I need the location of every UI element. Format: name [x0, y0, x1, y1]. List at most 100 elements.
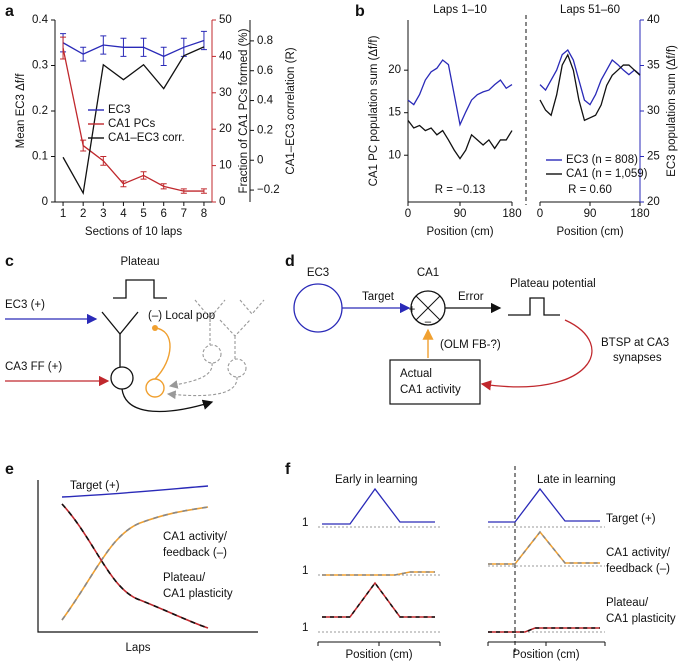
error-bar	[200, 30, 207, 51]
x-tick-label: 3	[100, 208, 106, 220]
x-tick-label: 90	[584, 208, 597, 220]
legend-label: CA1 PCs	[108, 118, 156, 130]
y2-tick-label: 20	[647, 196, 660, 208]
error-bar	[140, 37, 147, 57]
series-line	[539, 49, 641, 106]
target-late	[488, 487, 600, 523]
error-bar	[200, 188, 207, 194]
interneuron-axon	[154, 327, 171, 380]
plasticity-label: Plateau/	[606, 597, 649, 609]
y3-tick-label: −0.2	[257, 184, 280, 196]
plateau-pulse	[508, 297, 560, 316]
error-bar	[80, 46, 87, 62]
feedback-curve	[61, 506, 209, 621]
y-axis-label: Mean EC3 Δf/f	[15, 73, 27, 149]
x-tick-label: 7	[181, 208, 187, 220]
y3-tick-label: 0.6	[257, 65, 273, 77]
annotation: R = 0.60	[568, 184, 612, 196]
y-tick-label: 0.4	[32, 14, 49, 26]
baselines	[318, 526, 605, 633]
early-title: Early in learning	[335, 474, 417, 486]
panel-label: e	[5, 461, 14, 478]
series-line	[62, 46, 205, 196]
y3-tick-label: 0.8	[257, 35, 273, 47]
feedback-late-dash	[488, 530, 600, 565]
plasticity-early-dash	[322, 581, 435, 618]
x-axes	[317, 641, 606, 646]
plasticity-late-dash	[488, 627, 600, 633]
error-bar	[140, 171, 147, 180]
y2-tick-label: 20	[219, 123, 232, 135]
y2-axis-label: Fraction of CA1 PCs formed (%)	[238, 28, 250, 193]
actual-label: Actual	[400, 368, 432, 380]
comparator-cross	[415, 295, 441, 321]
series-line	[62, 47, 204, 192]
x-tick-label: 5	[140, 208, 146, 220]
panel-label: a	[5, 3, 14, 20]
feedback-label: feedback (–)	[163, 547, 227, 559]
ca1-axon	[121, 388, 214, 413]
y3-axis-label: CA1–EC3 correlation (R)	[285, 47, 297, 174]
panel-e: e Target (+) CA1 activity/ feedback (–) …	[5, 461, 258, 654]
y2-tick-label: 30	[219, 87, 232, 99]
plasticity-label: CA1 plasticity	[606, 613, 676, 625]
ec3-label: EC3	[307, 267, 329, 279]
ca1-label: CA1	[417, 267, 439, 279]
target-label: Target	[362, 291, 395, 303]
actual-activity-box	[389, 359, 481, 405]
x-tick-label: 2	[80, 208, 86, 220]
feedback-early-dash	[322, 571, 435, 576]
panel-label: b	[355, 3, 365, 20]
error-bar	[180, 188, 187, 194]
target-label: Target (+)	[70, 480, 120, 492]
y-axis-label: CA1 PC population sum (Δf/f)	[368, 35, 380, 186]
legend-label: CA1 (n = 1,059)	[566, 168, 648, 180]
y3-tick-label: 0.2	[257, 124, 273, 136]
error-bar	[120, 180, 127, 188]
plus-sign: +	[409, 304, 416, 316]
ca3-input-label: CA3 FF (+)	[5, 361, 62, 373]
y-tick-label: 0.1	[32, 151, 48, 163]
feedback-label: feedback (–)	[606, 563, 670, 575]
error-label: Error	[458, 291, 484, 303]
plasticity-early	[322, 581, 435, 618]
x-axis-label: Sections of 10 laps	[85, 226, 182, 238]
x-axis-label: Position (cm)	[556, 226, 623, 238]
y2-axis-label: EC3 population sum (Δf/f)	[666, 45, 678, 177]
error-bar	[100, 35, 107, 55]
error-bar	[160, 183, 167, 190]
dendrite	[101, 311, 139, 336]
plasticity-label: CA1 plasticity	[163, 588, 233, 600]
axes	[37, 480, 258, 633]
y-tick-label: 15	[388, 107, 401, 119]
x-tick-label: 0	[537, 208, 543, 220]
x-axis-label: Laps	[126, 642, 151, 654]
x-tick-label: 8	[201, 208, 207, 220]
error-bar	[100, 156, 107, 166]
legend-label: EC3 (n = 808)	[566, 154, 638, 166]
ca1-soma	[110, 366, 134, 390]
panel-c: c Plateau EC3 (+) (–) Local pop CA3 FF (…	[5, 253, 265, 413]
y-tick-label: 10	[388, 149, 401, 161]
y2-tick-label: 40	[647, 14, 660, 26]
y2-tick-label: 10	[219, 160, 232, 172]
y2-tick-label: 50	[219, 14, 232, 26]
btsp-label: BTSP at CA3	[601, 337, 669, 349]
subplot-title: Laps 1–10	[433, 4, 487, 16]
x-axis-label: Position (cm)	[426, 226, 493, 238]
plateau-label: Plateau	[120, 256, 159, 268]
y-tick-label: 0	[42, 196, 48, 208]
y3-tick-label: 0.4	[257, 95, 274, 107]
annotation: R = −0.13	[435, 184, 486, 196]
y2-tick-label: 25	[647, 151, 660, 163]
x-tick-label: 90	[454, 208, 467, 220]
x-tick-label: 1	[60, 208, 66, 220]
panel-label: d	[285, 253, 295, 270]
local-pop-label: (–) Local pop	[148, 310, 215, 322]
feedback-curve-dash	[61, 506, 209, 621]
actual-label: CA1 activity	[400, 384, 461, 396]
ec3-input-label: EC3 (+)	[5, 299, 45, 311]
plasticity-curve-dash	[61, 503, 209, 629]
panel-label: c	[5, 253, 14, 270]
